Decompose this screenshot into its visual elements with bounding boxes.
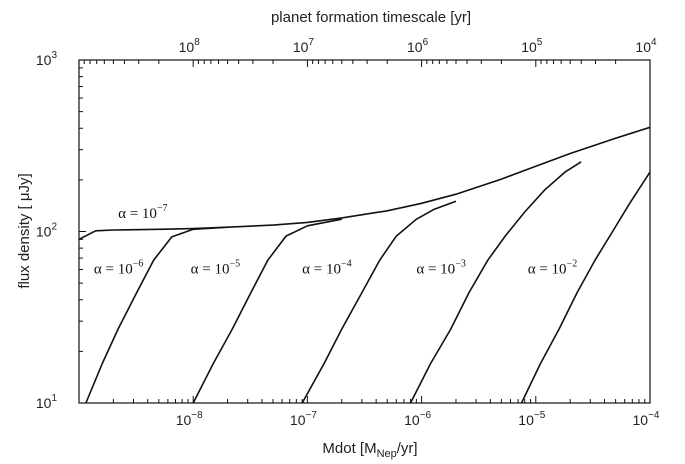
y-tick-label-2-base: 10 <box>36 52 52 68</box>
top-tick-label-2-exp: 6 <box>423 37 429 48</box>
curve-label-5: α = 10−2 <box>528 258 577 277</box>
curve-label-0-exp: −7 <box>157 203 168 214</box>
bottom-tick-label-1: 10−7 <box>290 410 317 428</box>
curve-label-5-base: α = 10 <box>528 261 567 277</box>
curve-alpha-5 <box>520 171 651 404</box>
curve-alpha-1 <box>85 226 228 404</box>
curve-label-4-exp: −3 <box>455 258 466 269</box>
curve-alpha-3 <box>301 200 457 404</box>
top-tick-label-3-exp: 5 <box>537 37 543 48</box>
curve-label-2-exp: −5 <box>229 258 240 269</box>
y-tick-label-0: 101 <box>36 393 58 411</box>
top-tick-label-4-exp: 4 <box>651 37 657 48</box>
curve-label-3: α = 10−4 <box>302 258 351 277</box>
curve-label-4: α = 10−3 <box>416 258 465 277</box>
y-axis-title: flux density [ μJy] <box>16 173 33 288</box>
bottom-x-axis-title: Mdot [MNep/yr] <box>322 440 417 460</box>
top-tick-label-0-exp: 8 <box>194 37 200 48</box>
top-tick-label-3: 105 <box>521 37 543 55</box>
curve-alpha-0 <box>78 126 651 241</box>
bottom-tick-label-2-base: 10 <box>404 412 420 428</box>
top-tick-label-0-base: 10 <box>179 39 195 55</box>
curves <box>78 126 651 404</box>
y-tick-label-2-exp: 3 <box>51 50 57 61</box>
curve-label-3-exp: −4 <box>341 258 352 269</box>
y-tick-label-0-base: 10 <box>36 395 52 411</box>
top-tick-label-1: 107 <box>293 37 315 55</box>
top-x-axis-ticks: 108 107 106 105 104 <box>78 37 657 67</box>
bottom-tick-label-0: 10−8 <box>176 410 203 428</box>
curve-label-5-exp: −2 <box>567 258 578 269</box>
y-tick-label-1-exp: 2 <box>51 222 57 233</box>
curve-label-4-base: α = 10 <box>416 261 455 277</box>
bottom-tick-label-2-exp: −6 <box>420 410 432 421</box>
curve-label-2-base: α = 10 <box>191 261 230 277</box>
bottom-tick-label-4-base: 10 <box>633 412 649 428</box>
bottom-tick-label-1-exp: −7 <box>305 410 317 421</box>
bottom-tick-label-3-exp: −5 <box>534 410 546 421</box>
top-x-axis-title: planet formation timescale [yr] <box>271 9 471 26</box>
y-tick-label-1-base: 10 <box>36 224 52 240</box>
curve-label-1-base: α = 10 <box>94 261 133 277</box>
curve-label-1: α = 10−6 <box>94 258 143 277</box>
bottom-x-axis-title-main: Mdot [M <box>322 440 376 457</box>
bottom-tick-label-2: 10−6 <box>404 410 431 428</box>
top-tick-label-2-base: 10 <box>407 39 423 55</box>
y-tick-label-2: 103 <box>36 50 58 68</box>
bottom-tick-label-3-base: 10 <box>518 412 534 428</box>
top-tick-label-4-base: 10 <box>635 39 651 55</box>
plot-frame <box>78 59 651 404</box>
curve-label-0: α = 10−7 <box>118 203 167 222</box>
y-tick-label-0-exp: 1 <box>51 393 57 404</box>
curve-label-2: α = 10−5 <box>191 258 240 277</box>
bottom-tick-label-3: 10−5 <box>518 410 545 428</box>
curve-labels: α = 10−7α = 10−6 α = 10−5 α = 10−4 α = 10−3… <box>94 203 577 277</box>
top-tick-label-4: 104 <box>635 37 657 55</box>
bottom-tick-label-4-exp: −4 <box>648 410 660 421</box>
curve-alpha-2 <box>192 218 342 404</box>
bottom-tick-label-1-base: 10 <box>290 412 306 428</box>
bottom-tick-label-0-exp: −8 <box>191 410 203 421</box>
bottom-x-axis-title-sub: Nep <box>377 448 397 460</box>
curve-label-1-exp: −6 <box>133 258 144 269</box>
curve-label-3-base: α = 10 <box>302 261 341 277</box>
bottom-tick-label-4: 10−4 <box>633 410 660 428</box>
bottom-x-axis-title-tail: /yr] <box>397 440 418 457</box>
top-tick-label-1-base: 10 <box>293 39 309 55</box>
top-tick-label-1-exp: 7 <box>308 37 314 48</box>
top-tick-label-0: 108 <box>179 37 201 55</box>
curve-alpha-4 <box>409 161 582 404</box>
bottom-tick-label-0-base: 10 <box>176 412 192 428</box>
y-tick-label-1: 102 <box>36 222 58 240</box>
curve-label-0-base: α = 10 <box>118 206 157 222</box>
bottom-x-axis-ticks: 10−8 10−7 10−6 10−5 10−4 <box>78 396 660 428</box>
top-tick-label-3-base: 10 <box>521 39 537 55</box>
top-tick-label-2: 106 <box>407 37 429 55</box>
